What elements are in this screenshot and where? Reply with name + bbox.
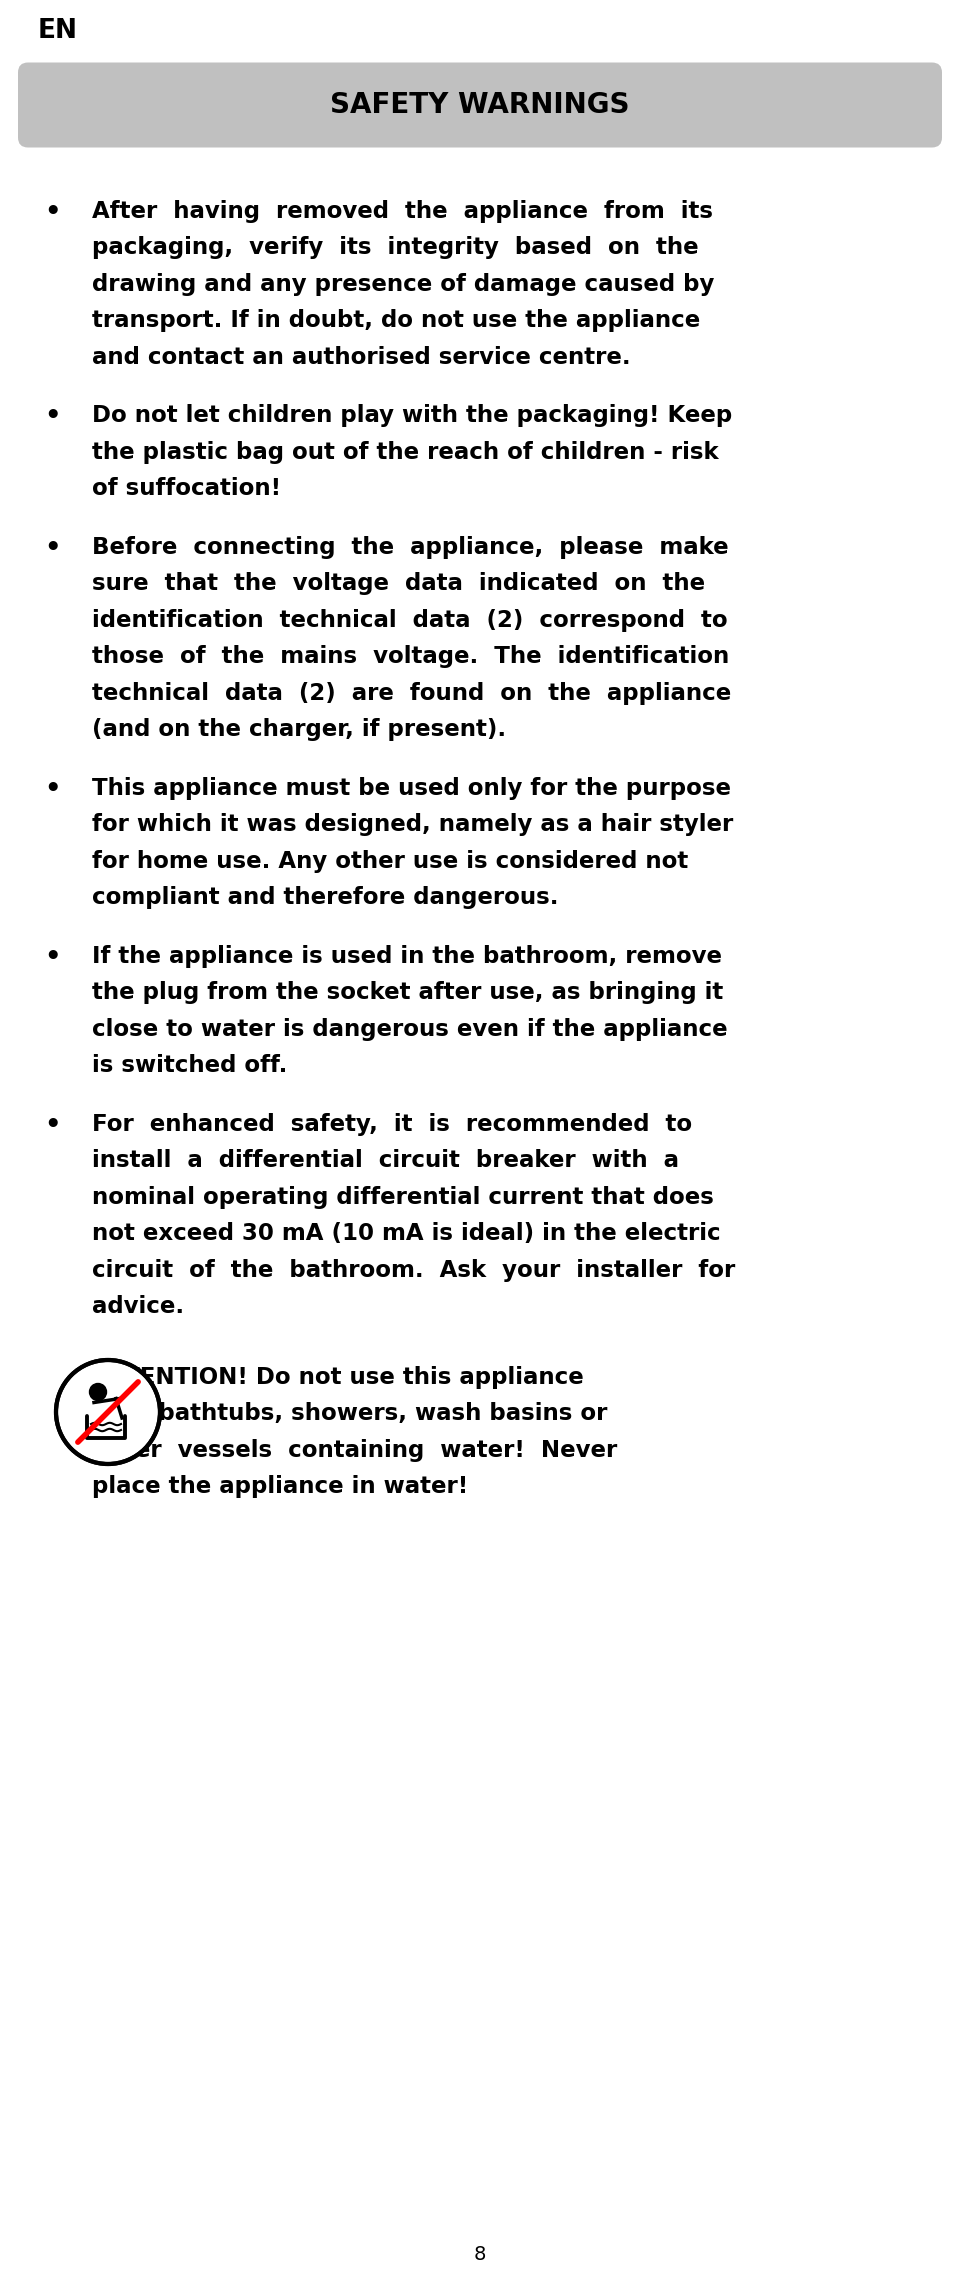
Text: (and on the charger, if present).: (and on the charger, if present). [92,718,506,741]
Text: and contact an authorised service centre.: and contact an authorised service centre… [92,345,631,368]
Text: identification  technical  data  (2)  correspond  to: identification technical data (2) corres… [92,608,728,631]
Text: For  enhanced  safety,  it  is  recommended  to: For enhanced safety, it is recommended t… [92,1113,692,1136]
Circle shape [56,1360,160,1463]
Text: compliant and therefore dangerous.: compliant and therefore dangerous. [92,887,559,910]
Text: •: • [44,405,60,430]
Text: circuit  of  the  bathroom.  Ask  your  installer  for: circuit of the bathroom. Ask your instal… [92,1260,735,1282]
Text: the plug from the socket after use, as bringing it: the plug from the socket after use, as b… [92,981,723,1004]
Text: the plastic bag out of the reach of children - risk: the plastic bag out of the reach of chil… [92,441,719,464]
Circle shape [89,1383,107,1401]
Text: Before  connecting  the  appliance,  please  make: Before connecting the appliance, please … [92,535,729,560]
Text: install  a  differential  circuit  breaker  with  a: install a differential circuit breaker w… [92,1150,679,1173]
Text: for home use. Any other use is considered not: for home use. Any other use is considere… [92,850,688,873]
Text: nominal operating differential current that does: nominal operating differential current t… [92,1186,714,1209]
Text: technical  data  (2)  are  found  on  the  appliance: technical data (2) are found on the appl… [92,681,732,704]
Text: 8: 8 [474,2245,486,2263]
Text: Do not let children play with the packaging! Keep: Do not let children play with the packag… [92,405,732,427]
Text: advice.: advice. [92,1296,184,1319]
Text: This appliance must be used only for the purpose: This appliance must be used only for the… [92,777,731,800]
Text: drawing and any presence of damage caused by: drawing and any presence of damage cause… [92,272,714,295]
Text: After  having  removed  the  appliance  from  its: After having removed the appliance from … [92,199,713,224]
Text: other  vessels  containing  water!  Never: other vessels containing water! Never [92,1438,617,1463]
Text: for which it was designed, namely as a hair styler: for which it was designed, namely as a h… [92,814,733,837]
Text: place the appliance in water!: place the appliance in water! [92,1474,468,1500]
Text: is switched off.: is switched off. [92,1054,287,1077]
Text: packaging,  verify  its  integrity  based  on  the: packaging, verify its integrity based on… [92,235,699,261]
Text: •: • [44,944,60,972]
Text: If the appliance is used in the bathroom, remove: If the appliance is used in the bathroom… [92,944,722,967]
Text: not exceed 30 mA (10 mA is ideal) in the electric: not exceed 30 mA (10 mA is ideal) in the… [92,1223,721,1246]
Text: near bathtubs, showers, wash basins or: near bathtubs, showers, wash basins or [92,1404,608,1426]
Text: •: • [44,199,60,226]
Text: close to water is dangerous even if the appliance: close to water is dangerous even if the … [92,1017,728,1040]
Text: transport. If in doubt, do not use the appliance: transport. If in doubt, do not use the a… [92,309,700,331]
Text: SAFETY WARNINGS: SAFETY WARNINGS [330,91,630,119]
Text: •: • [44,1113,60,1138]
Text: ATTENTION! Do not use this appliance: ATTENTION! Do not use this appliance [92,1367,584,1390]
FancyBboxPatch shape [18,62,942,149]
Text: of suffocation!: of suffocation! [92,478,281,501]
Text: those  of  the  mains  voltage.  The  identification: those of the mains voltage. The identifi… [92,645,730,668]
Text: •: • [44,777,60,802]
Text: •: • [44,535,60,562]
Text: EN: EN [38,18,78,43]
Text: sure  that  the  voltage  data  indicated  on  the: sure that the voltage data indicated on … [92,572,706,594]
